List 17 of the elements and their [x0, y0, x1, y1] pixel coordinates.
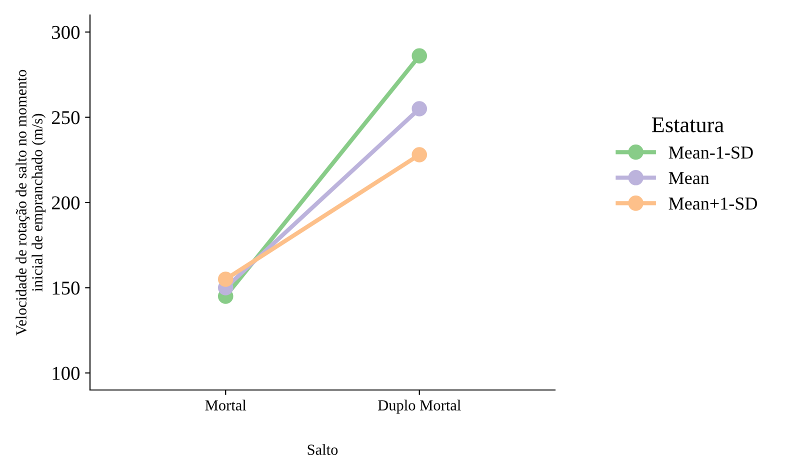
point — [218, 272, 234, 287]
y-tick-label: 250 — [52, 111, 80, 124]
legend-label: Mean+1-SD — [668, 198, 757, 210]
x-tick-label: Duplo Mortal — [378, 400, 461, 414]
legend-label: Mean-1-SD — [668, 146, 753, 159]
point — [412, 101, 428, 116]
y-tick-label: 200 — [52, 196, 80, 210]
y-tick-label: 150 — [52, 282, 80, 295]
x-axis-title: Salto — [308, 444, 338, 455]
y-axis-title: Velocidade de rotação de salto no momento inicial de empranchado (m/s) — [16, 70, 46, 336]
legend-title: Estatura — [652, 118, 724, 132]
legend-label: Mean — [668, 172, 710, 184]
y-tick-label: 300 — [52, 26, 80, 39]
point — [412, 147, 428, 162]
point — [412, 48, 428, 64]
y-tick-label: 100 — [52, 366, 80, 380]
x-tick-label: Mortal — [205, 400, 246, 410]
